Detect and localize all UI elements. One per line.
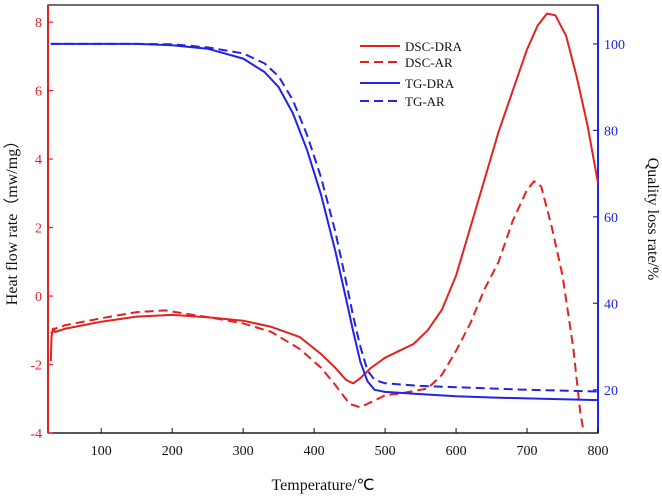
y-right-axis-title: Quality loss rate/% <box>644 158 661 281</box>
y-left-tick-label: 0 <box>35 290 42 305</box>
legend-label-tg-ar: TG-AR <box>405 94 445 109</box>
series-line-dsc-dra <box>49 12 599 385</box>
x-tick-label: 700 <box>517 444 538 459</box>
y-right-tick-label: 20 <box>604 384 618 399</box>
x-tick-label: 400 <box>304 444 325 459</box>
series-layer <box>49 12 599 434</box>
legend-label-tg-dra: TG-DRA <box>405 76 455 91</box>
y-left-tick-label: -4 <box>30 427 42 442</box>
x-tick-label: 300 <box>233 444 254 459</box>
y-left-tick-label: 6 <box>35 85 42 100</box>
legend: DSC-DRA DSC-AR TG-DRA TG-AR <box>360 39 463 109</box>
y-left-tick-label: 8 <box>35 16 42 31</box>
y-left-tick-label: 2 <box>35 222 42 237</box>
y-right-tick-label: 60 <box>604 211 618 226</box>
plot-frame <box>47 4 599 434</box>
y-right-tick-label: 100 <box>604 38 625 53</box>
series-line-tg-ar <box>50 42 599 393</box>
x-axis-title: Temperature/℃ <box>271 477 374 494</box>
x-tick-label: 500 <box>375 444 396 459</box>
y-left-tick-label: -2 <box>30 359 42 374</box>
y-right-tick-label: 80 <box>604 124 618 139</box>
x-tick-label: 200 <box>162 444 183 459</box>
series-line-tg-dra <box>50 42 599 402</box>
legend-label-dsc-ar: DSC-AR <box>405 55 453 70</box>
legend-label-dsc-dra: DSC-DRA <box>405 39 463 54</box>
series-line-dsc-ar <box>50 180 585 434</box>
x-tick-label: 100 <box>91 444 112 459</box>
y-left-tick-label: 4 <box>35 153 42 168</box>
y-left-axis-title: Heat flow rate（mw/mg） <box>3 133 21 305</box>
y-right-tick-label: 40 <box>604 297 618 312</box>
x-tick-label: 600 <box>446 444 467 459</box>
ticks-layer: 100 200 300 400 500 600 700 800 -4 -2 0 2 4 6 8 20 40 60 8… <box>30 16 625 459</box>
x-tick-label: 800 <box>588 444 609 459</box>
